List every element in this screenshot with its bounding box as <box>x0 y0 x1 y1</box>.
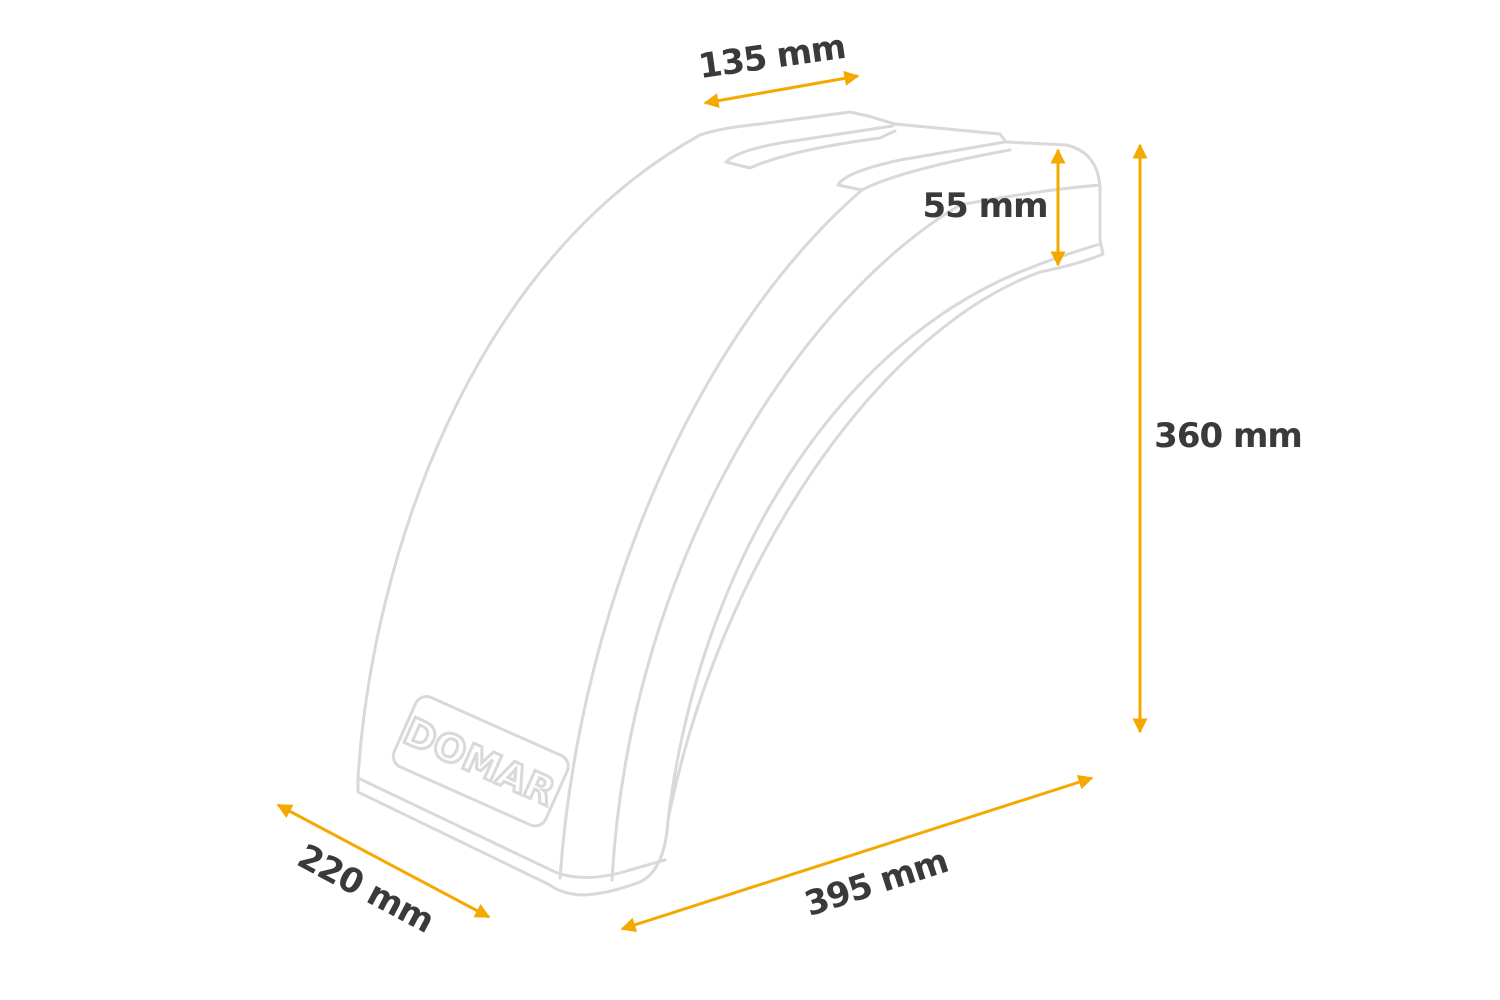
dimension-top-width: 135 mm <box>696 27 860 109</box>
mudguard-drawing: DOMAR <box>356 110 1105 897</box>
mudguard-inner-arch <box>666 242 1102 822</box>
mudguard-side-edge <box>610 183 1102 882</box>
dimension-height: 360 mm <box>1132 143 1303 734</box>
dimension-length: 395 mm <box>620 774 1094 933</box>
label-lip-height: 55 mm <box>922 186 1047 226</box>
logo-plate: DOMAR <box>391 695 570 828</box>
logo-text: DOMAR <box>397 709 561 814</box>
label-length: 395 mm <box>800 841 953 925</box>
arrow-width <box>276 803 491 919</box>
label-height: 360 mm <box>1154 416 1302 456</box>
mudguard-top-rib-1 <box>724 122 897 170</box>
label-top-width: 135 mm <box>696 27 848 87</box>
mudguard-front-edge <box>558 188 864 880</box>
mudguard-top-rib-2 <box>836 140 1012 192</box>
arrow-top-width <box>703 70 860 109</box>
arrow-length <box>620 774 1094 933</box>
dimension-lip-height: 55 mm <box>922 148 1066 267</box>
